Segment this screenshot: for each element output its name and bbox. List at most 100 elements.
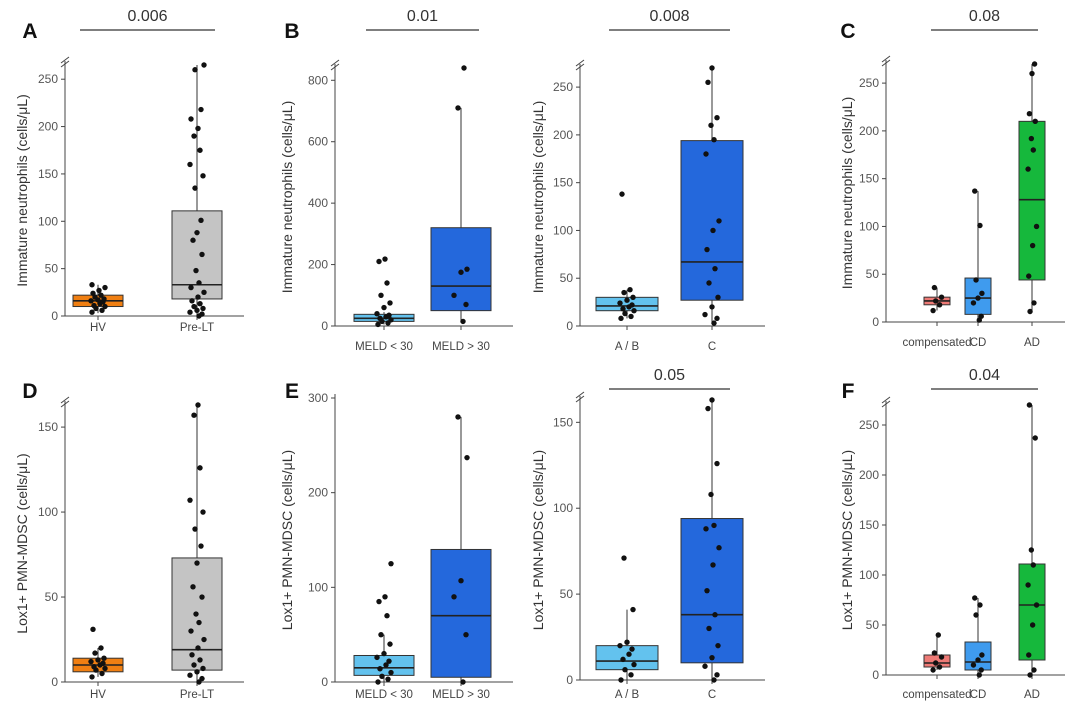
data-point (192, 185, 198, 191)
data-point (624, 297, 630, 303)
data-point (972, 188, 978, 194)
data-point (102, 303, 108, 310)
y-tick-label: 0 (51, 309, 58, 323)
data-point (187, 672, 193, 678)
y-tick-label: 800 (308, 73, 328, 87)
data-point (1033, 602, 1040, 608)
y-tick-label: 100 (308, 580, 328, 594)
data-point (714, 460, 720, 467)
chart-panel-5: D Lox1+ PMN-MDSC (cells/μL) 0 50 100 150 HV Pre… (14, 380, 244, 701)
data-point (973, 277, 979, 283)
data-point (195, 402, 201, 408)
x-tick-label: C (708, 341, 716, 353)
data-point (191, 662, 197, 668)
x-tick-label: MELD < 30 (355, 689, 413, 701)
data-point (933, 298, 939, 304)
data-point (197, 147, 203, 153)
data-point (712, 612, 718, 618)
axis-break-mark (330, 63, 340, 71)
data-point (89, 309, 95, 315)
y-tick-label: 100 (553, 501, 573, 515)
data-point (460, 679, 466, 685)
data-point (709, 397, 715, 403)
data-point (1026, 402, 1033, 408)
data-point (1026, 110, 1033, 117)
data-point (91, 302, 97, 309)
data-point (628, 672, 634, 678)
y-tick-label: 200 (553, 128, 573, 142)
data-point (451, 292, 457, 298)
axis-break-mark (60, 396, 70, 404)
box-meld-30 (430, 548, 492, 678)
axis-break-mark (60, 56, 70, 64)
data-point (98, 645, 104, 651)
y-tick-label: 50 (45, 590, 59, 604)
data-point (197, 465, 203, 471)
data-point (1027, 672, 1033, 678)
data-point (463, 631, 469, 638)
data-point (383, 662, 389, 668)
box-ad (1018, 563, 1046, 661)
data-point (978, 313, 984, 319)
data-point (702, 311, 708, 318)
y-tick-label: 150 (859, 518, 879, 532)
data-point (101, 655, 107, 661)
data-point (187, 497, 193, 503)
data-point (931, 284, 938, 291)
data-point (630, 294, 636, 301)
y-tick-label: 0 (51, 675, 58, 689)
axis-break-mark (881, 55, 891, 63)
data-point (194, 307, 200, 314)
x-tick-label: Pre-LT (180, 322, 214, 334)
data-point (89, 282, 95, 288)
y-tick-label: 300 (308, 391, 328, 405)
data-point (1029, 70, 1035, 77)
p-value-label: 0.05 (654, 367, 685, 384)
data-point (1025, 166, 1031, 172)
data-point (708, 491, 714, 498)
box-cd (964, 641, 992, 671)
data-point (455, 105, 461, 111)
data-point (376, 258, 382, 265)
data-point (709, 304, 715, 310)
panel-label: B (284, 20, 299, 43)
data-point (199, 594, 205, 600)
data-point (1032, 435, 1038, 441)
data-point (617, 642, 623, 649)
x-tick-label: MELD > 30 (432, 689, 490, 701)
data-point (1031, 300, 1037, 306)
data-point (620, 306, 626, 312)
data-point (187, 309, 193, 315)
data-point (382, 594, 388, 600)
y-tick-label: 150 (38, 420, 58, 434)
y-tick-label: 50 (45, 262, 59, 276)
data-point (629, 302, 635, 308)
data-point (977, 602, 983, 608)
data-point (195, 294, 201, 300)
data-point (631, 661, 637, 668)
data-point (191, 412, 197, 418)
y-axis-label: Immature neutrophils (cells/μL) (839, 97, 855, 289)
data-point (936, 302, 943, 308)
y-tick-label: 200 (859, 468, 879, 482)
data-point (705, 405, 711, 412)
data-point (1031, 667, 1037, 673)
axis-break-mark (330, 59, 340, 67)
data-point (461, 65, 467, 71)
axis-break-mark (881, 59, 891, 67)
data-point (190, 584, 196, 590)
data-point (99, 307, 105, 314)
data-point (716, 545, 722, 551)
data-point (716, 218, 722, 224)
y-tick-label: 0 (566, 673, 573, 687)
data-point (198, 217, 204, 224)
data-point (930, 307, 936, 314)
data-point (624, 639, 630, 645)
data-point (619, 191, 625, 197)
data-point (975, 295, 981, 301)
panel-label: F (842, 380, 855, 403)
y-tick-label: 50 (560, 271, 574, 285)
data-point (192, 67, 198, 73)
y-tick-label: 100 (553, 223, 573, 237)
data-point (194, 229, 200, 236)
